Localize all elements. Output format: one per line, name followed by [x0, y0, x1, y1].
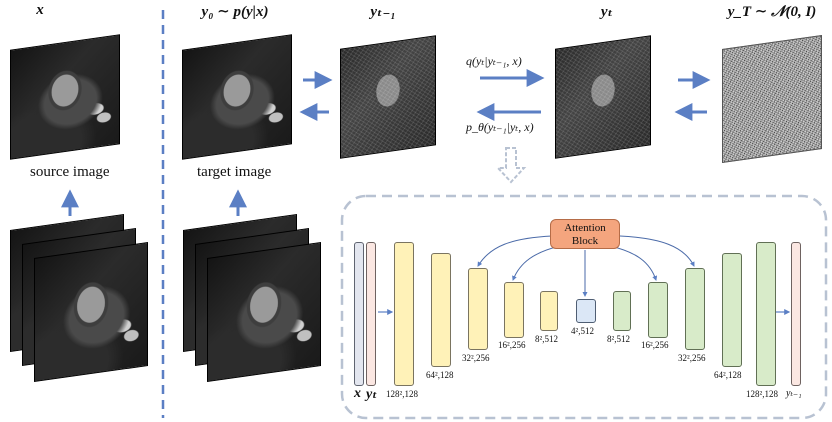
- source-image-caption: source image: [30, 164, 110, 180]
- dim-label-8b: 8²,512: [607, 334, 630, 344]
- dim-label-32b: 32²,256: [678, 353, 706, 363]
- target-image-caption: target image: [197, 164, 272, 180]
- dim-label-32a: 32²,256: [462, 353, 490, 363]
- dim-label-128a: 128²,128: [386, 389, 418, 399]
- unet-output-label: yₜ₋₁: [786, 388, 802, 399]
- decoder-block-16: [648, 282, 668, 338]
- header-yT: y_T ∼ 𝒩(0, I): [727, 4, 817, 20]
- encoder-block-16: [504, 282, 524, 338]
- encoder-block-64: [431, 253, 451, 367]
- header-y0: y₀ ∼ p(y|x): [201, 4, 269, 20]
- decoder-block-128: [756, 242, 776, 386]
- dashed-down-arrow: [495, 147, 527, 184]
- header-yt-minus-1: yₜ₋₁: [370, 4, 396, 20]
- encoder-block-8: [540, 291, 558, 331]
- attention-link-32a: [477, 235, 553, 267]
- reverse-transition-label: p_θ(yₜ₋₁|yₜ, x): [466, 120, 534, 134]
- attention-link-16b: [609, 245, 658, 281]
- dim-label-64b: 64²,128: [714, 370, 742, 380]
- dim-label-128b: 128²,128: [746, 389, 778, 399]
- forward-transition-label: q(yₜ|yₜ₋₁, x): [466, 54, 522, 68]
- encoder-block-128: [394, 242, 414, 386]
- unet-input-x-label: x: [354, 386, 361, 401]
- attention-link-16a: [512, 245, 561, 281]
- unet-input-x-block: [354, 242, 364, 386]
- unet-input-y-block: [366, 242, 376, 386]
- decoder-block-32: [685, 268, 705, 350]
- decoder-block-64: [722, 253, 742, 367]
- attention-link-32b: [619, 235, 695, 267]
- dim-label-8a: 8²,512: [535, 334, 558, 344]
- header-x: x: [36, 2, 44, 18]
- unet-panel: [340, 194, 828, 420]
- dim-label-64a: 64²,128: [426, 370, 454, 380]
- decoder-block-8: [613, 291, 631, 331]
- bottleneck-block-4: [576, 299, 596, 323]
- dim-label-16a: 16²,256: [498, 340, 526, 350]
- dim-label-16b: 16²,256: [641, 340, 669, 350]
- dim-label-4: 4²,512: [571, 326, 594, 336]
- unet-output-block: [791, 242, 801, 386]
- attention-block: Attention Block: [550, 219, 620, 249]
- unet-input-y-label: yₜ: [366, 387, 378, 402]
- header-yt: yₜ: [600, 4, 614, 20]
- encoder-block-32: [468, 268, 488, 350]
